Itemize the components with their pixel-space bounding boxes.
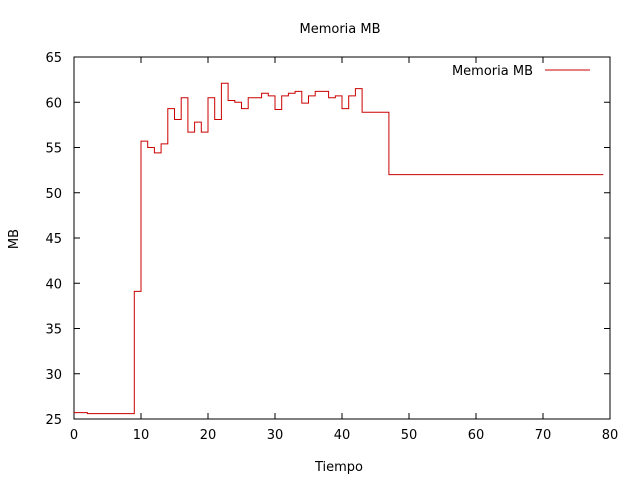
x-axis-label: Tiempo	[314, 460, 363, 475]
series-line	[74, 82, 604, 415]
legend: Memoria MB	[452, 64, 590, 79]
axis-ticks: 0 10 20 30 40 50 60 70 80 25 30 35 40 45 50 55 60 65	[45, 51, 618, 443]
y-axis-label: MB	[7, 229, 22, 249]
series-layer	[74, 82, 604, 415]
x-tick-label: 80	[602, 428, 619, 443]
plot-frame	[73, 56, 611, 420]
x-tick-label: 50	[401, 428, 418, 443]
y-tick-label: 40	[45, 277, 62, 292]
y-tick-label: 25	[45, 413, 62, 428]
y-tick-label: 60	[45, 96, 62, 111]
y-tick-label: 45	[45, 232, 62, 247]
x-tick-label: 70	[535, 428, 552, 443]
y-tick-label: 55	[45, 142, 62, 157]
y-tick-label: 50	[45, 187, 62, 202]
y-tick-label: 30	[45, 368, 62, 383]
x-tick-label: 0	[70, 428, 78, 443]
x-tick-label: 60	[468, 428, 485, 443]
x-tick-label: 10	[133, 428, 150, 443]
y-tick-label: 65	[45, 51, 62, 66]
y-tick-label: 35	[45, 323, 62, 338]
x-tick-label: 20	[200, 428, 217, 443]
x-tick-label: 40	[334, 428, 351, 443]
legend-label: Memoria MB	[452, 64, 533, 79]
chart-title: Memoria MB	[299, 22, 380, 37]
x-tick-label: 30	[267, 428, 284, 443]
